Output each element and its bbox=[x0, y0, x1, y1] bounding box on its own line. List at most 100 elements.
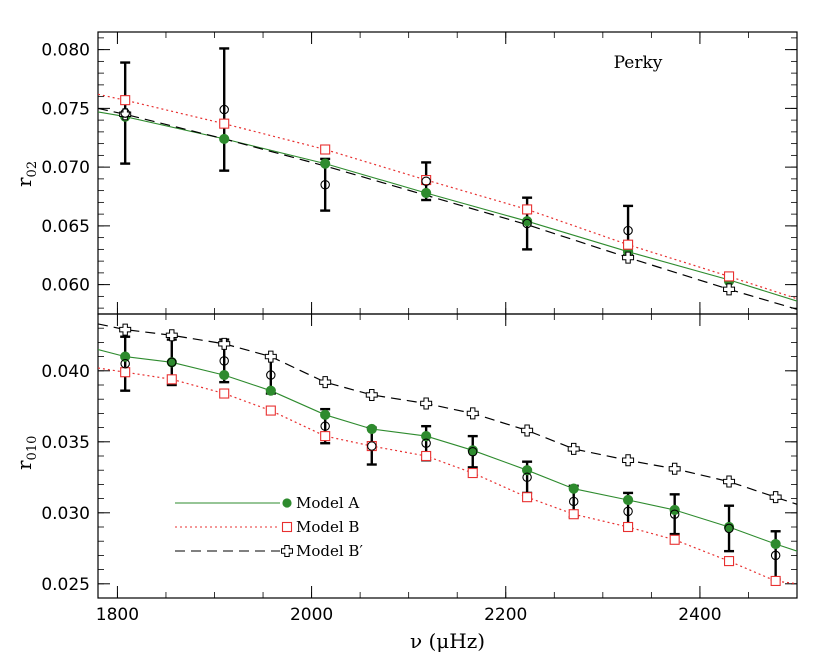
model-b-point bbox=[669, 534, 680, 545]
legend-label: Model A bbox=[296, 494, 359, 512]
observed-point bbox=[623, 225, 633, 236]
model-b-prime-point bbox=[567, 442, 580, 455]
y-axis-label-main: r bbox=[12, 460, 36, 470]
y-tick-label: 0.040 bbox=[41, 362, 90, 382]
observed-point bbox=[669, 509, 680, 519]
observed-point bbox=[219, 356, 229, 366]
model-b-point bbox=[120, 95, 131, 106]
model-b-prime-point bbox=[119, 108, 132, 121]
observed-point bbox=[623, 506, 633, 517]
y-axis-label-main: r bbox=[12, 177, 36, 187]
legend-label: Model B′ bbox=[296, 542, 363, 560]
observed-point bbox=[421, 176, 431, 186]
model-a-point bbox=[568, 483, 579, 494]
observed-point bbox=[724, 523, 734, 534]
model-a-point bbox=[219, 133, 230, 145]
model-b-point bbox=[623, 521, 634, 533]
observed-point bbox=[167, 357, 177, 368]
model-b-prime-point bbox=[119, 323, 132, 336]
model-a-point bbox=[421, 187, 432, 199]
y-axis-label-subscript: 010 bbox=[25, 436, 40, 461]
model-b-prime-point bbox=[365, 388, 378, 401]
model-b-prime-point bbox=[521, 424, 534, 437]
series-line bbox=[98, 367, 797, 585]
model-a-point bbox=[421, 431, 432, 442]
y-tick-label: 0.070 bbox=[41, 158, 90, 178]
y-tick-label: 0.060 bbox=[41, 276, 90, 296]
plot-frame bbox=[97, 31, 798, 315]
observed-point bbox=[467, 446, 478, 457]
x-tick-label: 1800 bbox=[96, 605, 139, 625]
legend: Model A Model B Model B′ bbox=[175, 494, 363, 560]
model-b-point bbox=[219, 388, 230, 399]
model-b-prime-point bbox=[319, 376, 332, 389]
model-b-prime-point bbox=[723, 283, 736, 296]
y-tick-label: 0.025 bbox=[41, 575, 90, 595]
model-b-point bbox=[568, 509, 579, 520]
y-axis-label-subscript: 02 bbox=[25, 161, 40, 178]
x-tick-label: 2000 bbox=[290, 605, 333, 625]
model-a-point bbox=[320, 409, 331, 420]
x-axis-label: ν (μHz) bbox=[410, 629, 485, 653]
model-b-prime-point bbox=[218, 337, 231, 350]
model-a-point bbox=[219, 369, 230, 381]
plot-area bbox=[98, 323, 797, 587]
model-b-point bbox=[723, 271, 735, 282]
model-b-prime-point bbox=[668, 462, 681, 475]
observed-point bbox=[266, 370, 276, 380]
observed-point bbox=[120, 108, 130, 118]
model-b-prime-point bbox=[466, 407, 479, 420]
model-a-point bbox=[522, 216, 533, 227]
model-b-point bbox=[421, 450, 432, 462]
model-a-point bbox=[320, 158, 331, 169]
observed-point bbox=[320, 180, 330, 190]
model-b-point bbox=[265, 405, 276, 416]
x-tick-label: 2200 bbox=[484, 605, 527, 625]
model-b-point bbox=[522, 492, 533, 503]
x-tick-label: 2400 bbox=[678, 605, 721, 625]
observed-point bbox=[568, 496, 579, 507]
observed-point bbox=[367, 441, 377, 451]
panel-annotation: Perky bbox=[614, 53, 663, 73]
model-b-point bbox=[723, 556, 735, 567]
model-b-prime-point bbox=[264, 350, 277, 363]
panel-bottom: 0.025 0.030 0.035 0.040 1800 2000 2200 2400 r010… bbox=[12, 313, 798, 653]
model-b-point bbox=[623, 239, 634, 250]
series-line bbox=[98, 107, 797, 310]
y-axis-label: r010 bbox=[12, 436, 40, 470]
y-tick-label: 0.065 bbox=[41, 217, 90, 237]
legend-marker-open-plus bbox=[281, 545, 293, 557]
model-a-point bbox=[622, 494, 634, 506]
plot-frame bbox=[97, 313, 798, 599]
model-a-point bbox=[265, 385, 276, 396]
model-b-point bbox=[467, 467, 478, 479]
observed-point bbox=[421, 438, 431, 448]
series-line bbox=[98, 348, 797, 552]
y-tick-label: 0.075 bbox=[41, 99, 90, 119]
panel-top: 0.060 0.065 0.070 0.075 0.080 r02 Perky bbox=[12, 31, 798, 315]
observed-point bbox=[120, 358, 130, 369]
y-tick-label: 0.035 bbox=[41, 433, 90, 453]
series-line bbox=[98, 323, 797, 505]
observed-point bbox=[770, 550, 781, 561]
observed-point bbox=[219, 104, 229, 115]
model-b-prime-point bbox=[622, 251, 635, 264]
legend-marker-filled-circle bbox=[282, 498, 292, 508]
model-a-point bbox=[522, 465, 533, 476]
model-b-prime-point bbox=[622, 454, 635, 467]
model-b-prime-point bbox=[165, 329, 178, 342]
model-b-point bbox=[219, 118, 230, 129]
model-b-prime-point bbox=[420, 397, 433, 410]
model-a-point bbox=[770, 538, 781, 550]
y-tick-label: 0.080 bbox=[41, 41, 90, 61]
model-b-point bbox=[166, 374, 177, 385]
observed-point bbox=[320, 421, 330, 431]
model-b-prime-point bbox=[723, 475, 736, 488]
model-b-point bbox=[522, 204, 533, 215]
plot-area bbox=[98, 47, 797, 310]
y-axis-label: r02 bbox=[12, 161, 40, 187]
model-b-prime-point bbox=[769, 491, 782, 504]
legend-marker-open-square bbox=[281, 521, 293, 533]
series-line bbox=[98, 93, 797, 300]
